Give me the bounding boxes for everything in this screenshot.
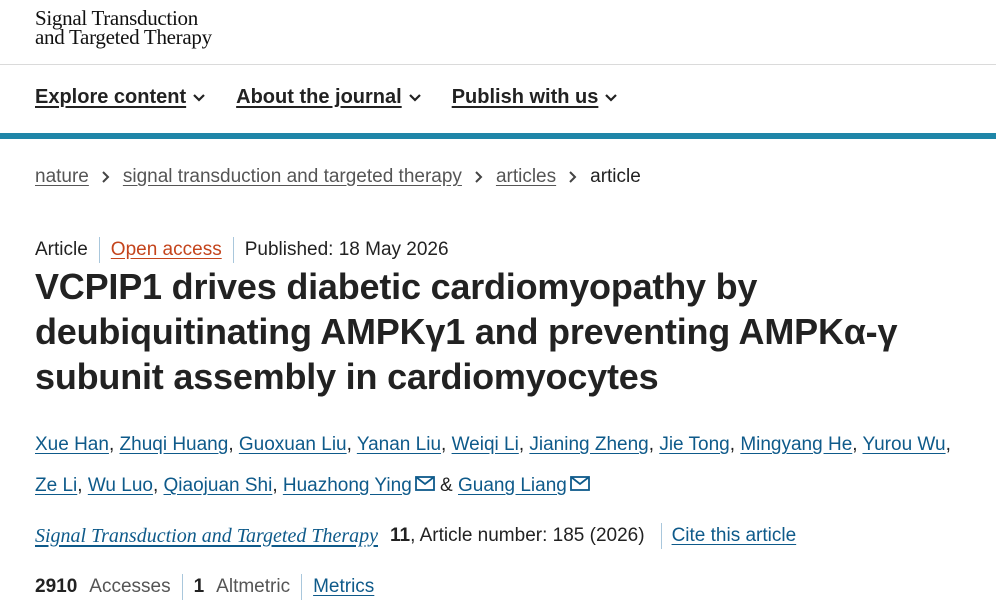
breadcrumb[interactable]: signal transduction and targeted therapy — [122, 166, 462, 187]
article-meta: Article Open access Published: 18 May 20… — [35, 237, 449, 263]
author-separator: , — [108, 434, 115, 455]
author-separator: , — [518, 434, 525, 455]
nav-label: Publish with us — [451, 86, 599, 108]
author-separator: , — [152, 475, 159, 496]
author: Huazhong Ying — [283, 475, 435, 496]
citation-details: , Article number: 185 (2026) — [410, 525, 645, 546]
author: Jie Tong, — [659, 434, 735, 455]
nav-label: About the journal — [236, 86, 402, 108]
author: Guang Liang — [458, 475, 590, 496]
author-link[interactable]: Yanan Liu — [356, 434, 442, 455]
breadcrumb-current: article — [590, 166, 641, 187]
divider — [232, 237, 234, 263]
author-link[interactable]: Yurou Wu — [862, 434, 946, 455]
author: Mingyang He, — [740, 434, 857, 455]
author-link[interactable]: Jie Tong — [659, 434, 730, 455]
breadcrumb-chevron — [475, 171, 483, 183]
author-link[interactable]: Xue Han — [35, 434, 109, 455]
published-date: Published: 18 May 2026 — [244, 239, 449, 260]
chevron — [193, 93, 205, 102]
logo-line: and Targeted Therapy — [35, 25, 212, 49]
article-type: Article — [35, 239, 88, 260]
divider — [98, 237, 100, 263]
author: Weiqi Li, — [452, 434, 525, 455]
author: Yurou Wu, — [862, 434, 950, 455]
accesses-count: 2910 — [35, 576, 78, 597]
main-nav: Explore content About the journal Publis… — [35, 86, 618, 109]
author-list: Xue Han, Zhuqi Huang, Guoxuan Liu, Yanan… — [35, 424, 980, 506]
divider — [181, 574, 183, 600]
nav-item[interactable]: Explore content — [35, 86, 206, 109]
author: Guoxuan Liu, — [239, 434, 352, 455]
author-separator: , — [441, 434, 447, 455]
chevron — [605, 93, 618, 102]
author-separator: , — [648, 434, 655, 455]
citation: Signal Transduction and Targeted Therapy… — [35, 523, 796, 549]
author-link[interactable]: Guang Liang — [458, 475, 567, 496]
author-link[interactable]: Guoxuan Liu — [238, 434, 347, 455]
journal-logo[interactable]: Signal Transduction and Targeted Therapy — [35, 6, 212, 49]
breadcrumbs: nature signal transduction and targeted … — [35, 166, 641, 188]
breadcrumb[interactable]: articles — [495, 166, 557, 187]
divider — [660, 523, 662, 549]
cite-link[interactable]: Cite this article — [671, 525, 797, 546]
author: Zhuqi Huang, — [120, 434, 234, 455]
breadcrumb-chevron — [102, 171, 110, 183]
author-separator: , — [945, 434, 951, 455]
open-access[interactable]: Open access — [110, 239, 222, 260]
metrics-bar: 2910 Accesses 1 Altmetric Metrics — [35, 574, 374, 600]
journal-link[interactable]: Signal Transduction and Targeted Therapy — [35, 524, 378, 547]
author: Ze Li, — [35, 475, 83, 496]
author-link[interactable]: Wu Luo — [87, 475, 153, 496]
author-link[interactable]: Weiqi Li — [451, 434, 519, 455]
altmetric-label: Altmetric — [216, 576, 291, 597]
accesses-label: Accesses — [89, 576, 171, 597]
divider — [301, 574, 303, 600]
breadcrumb-chevron — [569, 171, 577, 183]
author-link[interactable]: Huazhong Ying — [282, 475, 412, 496]
author-link[interactable]: Zhuqi Huang — [119, 434, 229, 455]
author-separator: , — [729, 434, 736, 455]
article-title: VCPIP1 drives diabetic cardiomyopathy by… — [35, 266, 898, 397]
breadcrumb[interactable]: nature — [35, 166, 89, 187]
volume: 11 — [390, 525, 411, 546]
altmetric-count: 1 — [193, 576, 205, 597]
author-conjunction: & — [440, 475, 453, 496]
author: Wu Luo, — [88, 475, 158, 496]
logo-line: Signal Transduction — [35, 6, 198, 30]
email-icon[interactable] — [414, 476, 435, 492]
nav-label: Explore content — [35, 86, 187, 108]
author-link[interactable]: Mingyang He — [740, 434, 853, 455]
author: Qiaojuan Shi, — [164, 475, 278, 496]
author: Jianing Zheng, — [529, 434, 654, 455]
author-link[interactable]: Jianing Zheng — [529, 434, 649, 455]
accent-bar — [0, 133, 996, 139]
author-separator: , — [228, 434, 234, 455]
author-link[interactable]: Qiaojuan Shi — [163, 475, 273, 496]
nav-item[interactable]: Publish with us — [452, 86, 619, 109]
author-separator: , — [77, 475, 83, 496]
author-separator: , — [272, 475, 278, 496]
metrics-link[interactable]: Metrics — [313, 576, 375, 597]
email-icon[interactable] — [569, 476, 590, 492]
author: Xue Han, — [35, 434, 114, 455]
nav-item[interactable]: About the journal — [236, 86, 422, 109]
author: Yanan Liu, — [357, 434, 446, 455]
author-separator: , — [852, 434, 858, 455]
header-divider — [0, 64, 996, 65]
author-link[interactable]: Ze Li — [35, 475, 78, 496]
author-separator: , — [346, 434, 352, 455]
chevron — [408, 93, 421, 102]
